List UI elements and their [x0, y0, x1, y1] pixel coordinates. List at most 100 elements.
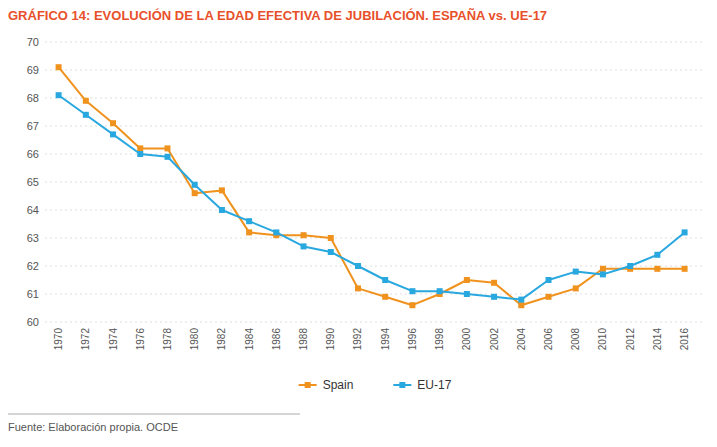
marker [654, 252, 660, 258]
line [59, 67, 685, 305]
marker [546, 294, 552, 300]
y-tick-label: 62 [27, 260, 39, 272]
legend-label: Spain [323, 378, 354, 392]
marker [627, 263, 633, 269]
x-tick-label: 1986 [271, 328, 282, 351]
y-tick-label: 66 [27, 148, 39, 160]
marker [192, 190, 198, 196]
x-tick-label: 2008 [570, 328, 581, 351]
x-tick-label: 1972 [80, 328, 91, 351]
x-tick-label: 2006 [543, 328, 554, 351]
marker [110, 131, 116, 137]
marker [518, 297, 524, 303]
x-tick-label: 1996 [407, 328, 418, 351]
x-tick-label: 1988 [298, 328, 309, 351]
y-tick-label: 70 [27, 36, 39, 48]
marker [246, 218, 252, 224]
marker [83, 112, 89, 118]
y-tick-label: 69 [27, 64, 39, 76]
x-tick-label: 2016 [679, 328, 690, 351]
marker [409, 302, 415, 308]
grid-line [45, 266, 705, 267]
marker [382, 294, 388, 300]
legend-swatch [399, 382, 405, 388]
x-tick-label: 2012 [625, 328, 636, 351]
chart: GRÁFICO 14: EVOLUCIÓN DE LA EDAD EFECTIV… [0, 0, 717, 447]
marker [192, 182, 198, 188]
y-tick-label: 61 [27, 288, 39, 300]
marker [491, 294, 497, 300]
grid-line [45, 210, 705, 211]
legend-label: EU-17 [417, 378, 451, 392]
marker [219, 187, 225, 193]
marker [573, 269, 579, 275]
x-tick-label: 1984 [244, 328, 255, 351]
grid-line [45, 42, 705, 43]
marker [301, 243, 307, 249]
y-tick-label: 65 [27, 176, 39, 188]
series [56, 64, 688, 308]
marker [546, 277, 552, 283]
grid-line [45, 182, 705, 183]
marker [682, 229, 688, 235]
marker [328, 235, 334, 241]
marker [328, 249, 334, 255]
marker [600, 266, 606, 272]
marker [164, 154, 170, 160]
marker [219, 207, 225, 213]
footnote-rule [8, 414, 300, 415]
x-tick-label: 1976 [135, 328, 146, 351]
x-tick-label: 1998 [434, 328, 445, 351]
marker [382, 277, 388, 283]
x-tick-label: 1978 [162, 328, 173, 351]
plot-area [56, 64, 688, 308]
y-tick-label: 60 [27, 316, 39, 328]
x-tick-label: 2004 [516, 328, 527, 351]
x-tick-label: 2000 [461, 328, 472, 351]
marker [464, 291, 470, 297]
marker [600, 271, 606, 277]
y-tick-label: 67 [27, 120, 39, 132]
grid-line [45, 322, 705, 323]
marker [355, 285, 361, 291]
y-axis: 60 61 62 63 64 65 66 67 68 69 70 [27, 36, 705, 328]
legend: Spain EU-17 [299, 378, 452, 392]
x-tick-label: 2014 [652, 328, 663, 351]
grid-line [45, 70, 705, 71]
legend-item: EU-17 [393, 378, 451, 392]
marker [164, 145, 170, 151]
marker [110, 120, 116, 126]
x-tick-label: 1974 [108, 328, 119, 351]
x-tick-label: 1992 [352, 328, 363, 351]
marker [409, 288, 415, 294]
series [56, 92, 688, 302]
marker [518, 302, 524, 308]
marker [83, 98, 89, 104]
legend-swatch [305, 382, 311, 388]
marker [464, 277, 470, 283]
x-axis: 1970197219741976197819801982198419861988… [53, 328, 690, 351]
marker [573, 285, 579, 291]
grid-line [45, 98, 705, 99]
x-tick-label: 1970 [53, 328, 64, 351]
title: GRÁFICO 14: EVOLUCIÓN DE LA EDAD EFECTIV… [8, 8, 547, 23]
marker [654, 266, 660, 272]
marker [137, 145, 143, 151]
x-tick-label: 1982 [216, 328, 227, 351]
marker [273, 229, 279, 235]
x-tick-label: 1990 [325, 328, 336, 351]
y-tick-label: 63 [27, 232, 39, 244]
x-tick-label: 2002 [489, 328, 500, 351]
y-tick-label: 68 [27, 92, 39, 104]
marker [246, 229, 252, 235]
line [59, 95, 685, 299]
y-tick-label: 64 [27, 204, 39, 216]
x-tick-label: 2010 [597, 328, 608, 351]
marker [301, 232, 307, 238]
x-tick-label: 1994 [380, 328, 391, 351]
marker [137, 151, 143, 157]
marker [437, 288, 443, 294]
legend-item: Spain [299, 378, 354, 392]
marker [56, 64, 62, 70]
marker [355, 263, 361, 269]
